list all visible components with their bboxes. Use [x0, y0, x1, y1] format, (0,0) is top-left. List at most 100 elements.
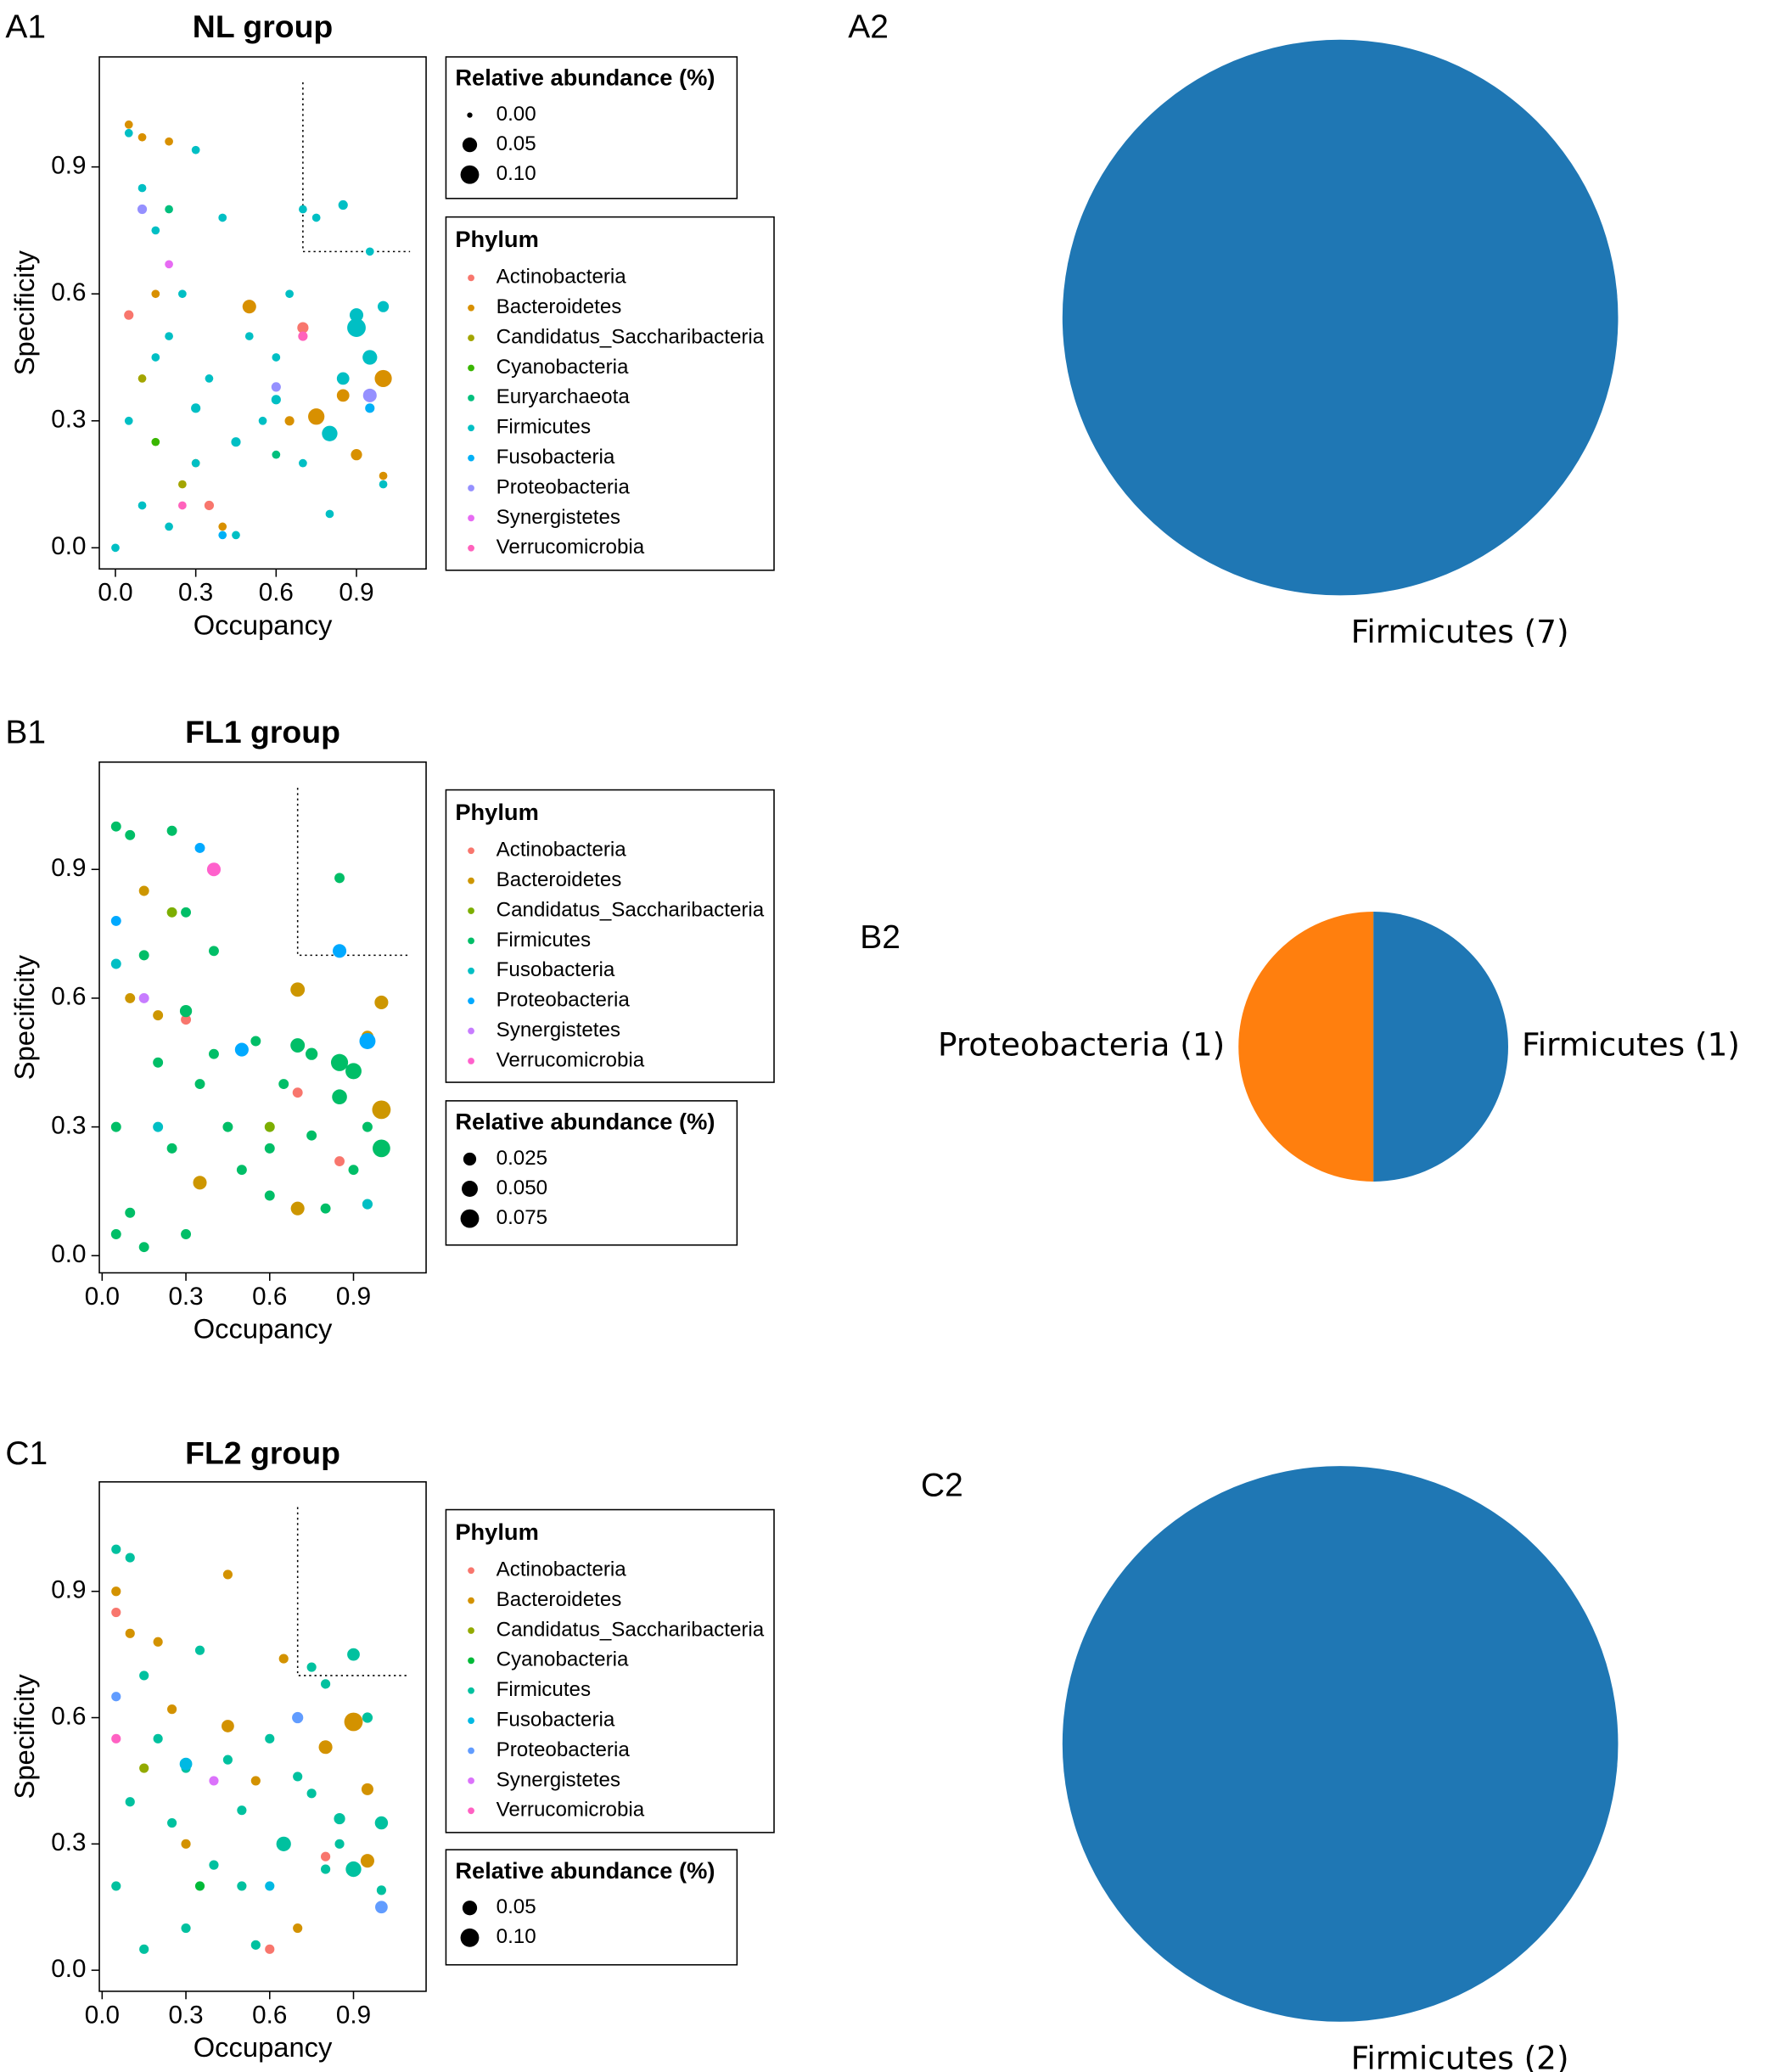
- y-tick-label: 0.3: [51, 1828, 86, 1856]
- size-legend-frame: [445, 1100, 738, 1246]
- x-tick-label: 0.9: [336, 1283, 371, 1311]
- plot-frame: [98, 761, 427, 1274]
- x-tick-label: 0.6: [252, 2001, 287, 2029]
- legend-title: Phylum: [455, 1519, 538, 1545]
- legend-marker: [468, 364, 474, 372]
- point: [124, 128, 133, 138]
- pie-label: Firmicutes (1): [1522, 1025, 1740, 1063]
- point: [111, 543, 120, 553]
- point: [325, 509, 334, 519]
- point: [276, 1836, 291, 1851]
- pie-slice: [1062, 39, 1619, 596]
- point: [293, 1772, 303, 1782]
- point: [321, 1679, 331, 1689]
- legend-label: Candidatus_Saccharibacteria: [497, 898, 765, 921]
- point: [334, 1156, 345, 1167]
- size-legend-label: 0.075: [497, 1206, 547, 1229]
- point: [377, 300, 390, 312]
- legend-marker: [468, 1597, 474, 1604]
- point: [111, 1586, 121, 1597]
- point: [209, 1776, 219, 1786]
- point: [165, 332, 173, 340]
- point: [374, 1816, 389, 1830]
- size-legend-frame: [445, 1849, 738, 1966]
- point: [375, 1901, 388, 1914]
- point: [153, 1057, 164, 1068]
- point: [153, 1121, 164, 1132]
- point: [218, 531, 227, 540]
- legend-marker: [468, 304, 474, 312]
- point: [124, 310, 134, 320]
- point: [311, 213, 321, 222]
- x-tick-label: 0.9: [339, 579, 373, 607]
- point: [209, 1860, 219, 1870]
- chart-title: FL2 group: [185, 1435, 340, 1470]
- point: [290, 982, 306, 997]
- point: [193, 1176, 207, 1190]
- legend-label: Firmicutes: [497, 929, 591, 952]
- panel-label: A2: [848, 9, 889, 46]
- point: [111, 1692, 121, 1702]
- point: [365, 247, 374, 256]
- point: [299, 458, 307, 468]
- point: [222, 1569, 233, 1580]
- x-axis-label: Occupancy: [194, 609, 333, 640]
- y-tick-label: 0.6: [51, 1702, 86, 1730]
- point: [166, 825, 177, 836]
- size-legend-marker: [460, 1209, 480, 1228]
- legend-frame: [445, 789, 775, 1083]
- point: [222, 1720, 234, 1732]
- point: [306, 1130, 317, 1141]
- y-tick-label: 0.0: [51, 1955, 86, 1983]
- y-tick-label: 0.9: [51, 1576, 86, 1604]
- legend-marker: [468, 967, 474, 974]
- x-axis-label: Occupancy: [194, 1313, 333, 1345]
- x-tick-label: 0.0: [98, 579, 132, 607]
- point: [290, 1201, 305, 1216]
- point: [345, 1063, 362, 1080]
- legend-marker: [468, 997, 474, 1005]
- size-legend-label: 0.10: [497, 1925, 536, 1948]
- legend-label: Verrucomicrobia: [497, 1799, 645, 1822]
- point: [336, 389, 350, 402]
- size-legend-marker: [460, 1928, 480, 1947]
- point: [379, 471, 388, 480]
- point: [365, 403, 375, 413]
- legend-label: Fusobacteria: [497, 1709, 615, 1732]
- point: [138, 1242, 149, 1253]
- point: [231, 437, 241, 447]
- size-legend-title: Relative abundance (%): [455, 1857, 715, 1884]
- point: [153, 1733, 163, 1744]
- threshold-line: [302, 81, 411, 253]
- point: [379, 480, 388, 489]
- legend-label: Actinobacteria: [497, 1558, 627, 1581]
- point: [360, 1854, 374, 1868]
- legend-marker: [468, 877, 474, 884]
- size-legend-marker: [463, 1152, 477, 1166]
- legend-marker: [468, 1747, 474, 1755]
- point: [125, 992, 136, 1003]
- legend-label: Verrucomicrobia: [497, 1048, 645, 1071]
- point: [165, 205, 173, 214]
- point: [264, 1143, 275, 1154]
- point: [124, 120, 133, 129]
- threshold-line: [296, 788, 410, 957]
- point: [334, 1812, 345, 1825]
- point: [178, 480, 187, 489]
- point: [139, 1763, 149, 1773]
- point: [361, 1783, 373, 1795]
- legend-label: Proteobacteria: [497, 1738, 631, 1761]
- point: [264, 1190, 275, 1201]
- legend-marker: [468, 1567, 474, 1575]
- legend-label: Synergistetes: [497, 1768, 620, 1791]
- y-tick-label: 0.6: [51, 278, 86, 306]
- size-legend-marker: [467, 112, 473, 118]
- point: [179, 1757, 193, 1771]
- point: [265, 1881, 275, 1891]
- point: [137, 204, 148, 215]
- legend-label: Cyanobacteria: [497, 356, 629, 379]
- legend-marker: [468, 847, 474, 855]
- point: [334, 1839, 345, 1849]
- point: [137, 501, 147, 510]
